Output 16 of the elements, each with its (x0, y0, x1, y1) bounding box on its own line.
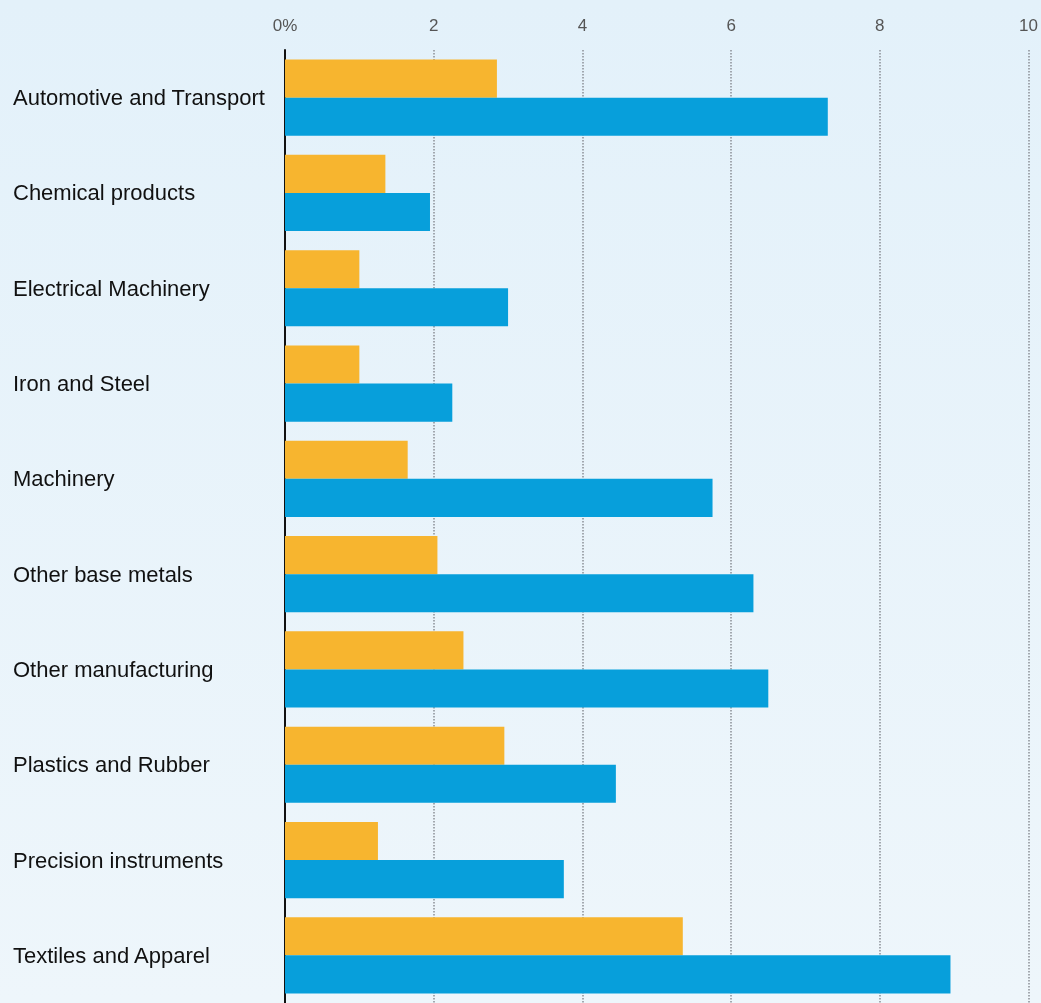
x-tick-label: 0% (272, 16, 298, 35)
x-tick-label: 6 (726, 16, 736, 35)
y-tick-label: Machinery (13, 466, 115, 492)
x-tick-label: 10 (1019, 16, 1039, 35)
y-tick-label: Precision instruments (13, 847, 224, 873)
y-tick-label: Electrical Machinery (13, 275, 210, 301)
y-tick-label: Textiles and Apparel (13, 942, 210, 968)
x-tick-label: 8 (875, 16, 885, 35)
y-tick-label: Plastics and Rubber (13, 752, 210, 778)
y-tick-label: Chemical products (13, 180, 196, 206)
x-tick-label: 2 (428, 16, 439, 35)
y-tick-label: Other base metals (13, 561, 193, 587)
y-tick-label: Automotive and Transport (13, 85, 265, 111)
x-tick-label: 4 (577, 16, 588, 35)
y-tick-label: Other manufacturing (13, 656, 214, 682)
y-tick-label: Iron and Steel (13, 371, 150, 397)
